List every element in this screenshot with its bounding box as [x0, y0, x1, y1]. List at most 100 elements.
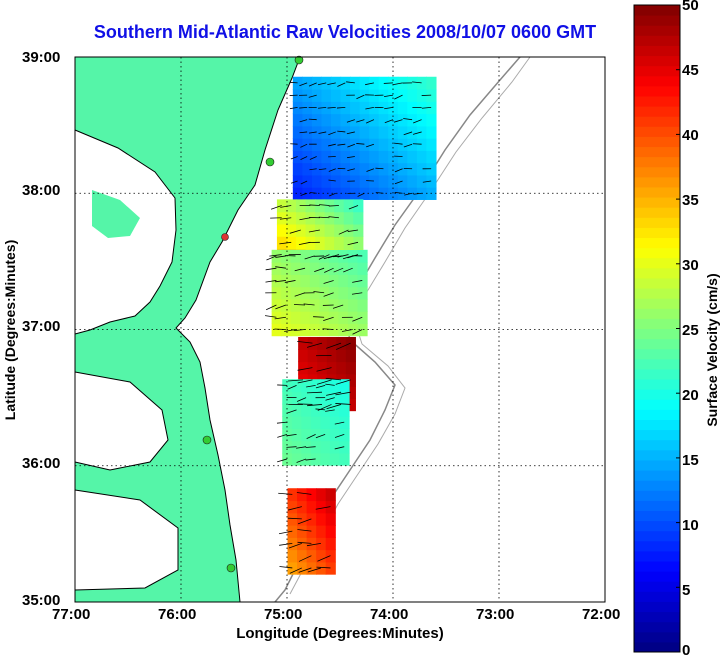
- velocity-cell: [312, 114, 322, 127]
- velocity-cell: [339, 379, 349, 392]
- velocity-cell: [426, 138, 436, 151]
- colorbar-segment: [634, 591, 680, 602]
- velocity-cell: [360, 114, 370, 127]
- colorbar-segment: [634, 369, 680, 380]
- velocity-cell: [398, 150, 408, 163]
- velocity-cell: [330, 379, 340, 392]
- velocity-cell: [350, 114, 360, 127]
- colorbar-segment: [634, 15, 680, 26]
- velocity-cell: [344, 199, 354, 212]
- colorbar-segment: [634, 116, 680, 127]
- velocity-cell: [331, 138, 341, 151]
- velocity-cell: [310, 311, 320, 324]
- velocity-cell: [292, 416, 302, 429]
- velocity-cell: [282, 453, 292, 466]
- colorbar-segment: [634, 318, 680, 329]
- velocity-cell: [320, 441, 330, 454]
- velocity-cell: [308, 337, 318, 350]
- velocity-cell: [353, 212, 363, 225]
- velocity-cell: [311, 428, 321, 441]
- colorbar-segment: [634, 500, 680, 511]
- station-marker: [203, 436, 211, 444]
- velocity-cell: [426, 150, 436, 163]
- colorbar-tick-label: 40: [682, 127, 699, 144]
- velocity-cell: [407, 89, 417, 102]
- y-tick-label: 38:00: [22, 182, 60, 199]
- velocity-cell: [360, 163, 370, 176]
- velocity-cell: [296, 236, 306, 249]
- velocity-vector: [309, 119, 317, 120]
- colorbar-segment: [634, 480, 680, 491]
- velocity-cell: [307, 488, 317, 501]
- y-tick-label: 36:00: [22, 455, 60, 472]
- velocity-cell: [417, 126, 427, 139]
- velocity-cell: [325, 236, 335, 249]
- colorbar-tick-label: 25: [682, 322, 699, 339]
- station-marker: [266, 158, 274, 166]
- velocity-cell: [331, 175, 341, 188]
- velocity-cell: [348, 262, 358, 275]
- velocity-cell: [334, 224, 344, 237]
- velocity-cell: [326, 537, 336, 550]
- velocity-cell: [398, 89, 408, 102]
- velocity-cell: [329, 274, 339, 287]
- velocity-cell: [325, 212, 335, 225]
- colorbar-segment: [634, 45, 680, 56]
- velocity-cell: [339, 404, 349, 417]
- colorbar-segment: [634, 460, 680, 471]
- colorbar-segment: [634, 157, 680, 168]
- velocity-cell: [360, 150, 370, 163]
- velocity-vector: [375, 168, 383, 169]
- velocity-cell: [317, 362, 327, 375]
- velocity-cell: [317, 337, 327, 350]
- colorbar-segment: [634, 217, 680, 228]
- velocity-cell: [291, 299, 301, 312]
- velocity-cell: [338, 323, 348, 336]
- velocity-cell: [316, 550, 326, 563]
- velocity-cell: [300, 274, 310, 287]
- velocity-cell: [288, 513, 298, 526]
- velocity-cell: [360, 138, 370, 151]
- velocity-cell: [369, 175, 379, 188]
- velocity-cell: [319, 311, 329, 324]
- velocity-cell: [341, 150, 351, 163]
- colorbar-segment: [634, 86, 680, 97]
- velocity-cell: [297, 500, 307, 513]
- velocity-cell: [298, 349, 308, 362]
- velocity-cell: [272, 311, 282, 324]
- colorbar-segment: [634, 106, 680, 117]
- velocity-cell: [360, 89, 370, 102]
- velocity-cell: [357, 299, 367, 312]
- velocity-cell: [325, 224, 335, 237]
- velocity-cell: [307, 525, 317, 538]
- velocity-cell: [379, 114, 389, 127]
- velocity-cell: [330, 416, 340, 429]
- velocity-cell: [300, 262, 310, 275]
- colorbar-tick-label: 0: [682, 642, 690, 659]
- velocity-cell: [300, 311, 310, 324]
- velocity-cell: [320, 453, 330, 466]
- velocity-cell: [398, 101, 408, 114]
- velocity-cell: [407, 175, 417, 188]
- velocity-cell: [426, 126, 436, 139]
- velocity-cell: [339, 441, 349, 454]
- velocity-cell: [329, 311, 339, 324]
- velocity-cell: [302, 175, 312, 188]
- colorbar-segment: [634, 5, 680, 16]
- velocity-cell: [388, 175, 398, 188]
- velocity-cell: [360, 77, 370, 90]
- colorbar-segment: [634, 430, 680, 441]
- velocity-cell: [281, 287, 291, 300]
- velocity-cell: [331, 126, 341, 139]
- velocity-cell: [338, 274, 348, 287]
- velocity-cell: [388, 126, 398, 139]
- station-marker: [227, 564, 235, 572]
- velocity-cell: [282, 404, 292, 417]
- y-axis-label: Latitude (Degrees:Minutes): [2, 225, 18, 435]
- velocity-cell: [346, 349, 356, 362]
- velocity-cell: [307, 550, 317, 563]
- colorbar-tick-label: 20: [682, 387, 699, 404]
- velocity-cell: [346, 337, 356, 350]
- velocity-cell: [388, 138, 398, 151]
